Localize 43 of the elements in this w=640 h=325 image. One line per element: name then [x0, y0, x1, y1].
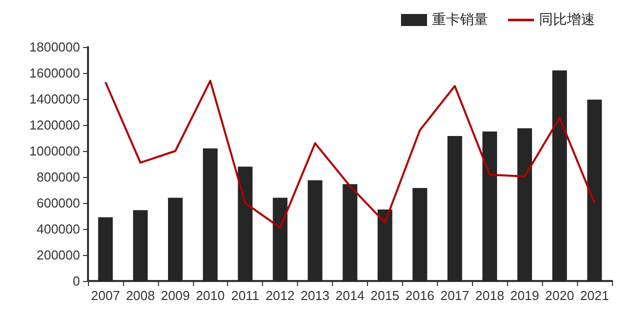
- x-tick-label: 2015: [370, 288, 400, 303]
- y-tick-label: 800000: [36, 170, 80, 184]
- x-tick-label: 2009: [160, 288, 190, 303]
- bar: [342, 184, 358, 281]
- x-tick-label: 2011: [231, 288, 260, 303]
- legend-label: 同比增速: [539, 12, 595, 28]
- x-tick-label: 2013: [300, 288, 330, 303]
- x-tick-label: 2019: [510, 288, 540, 303]
- x-tick-label: 2014: [336, 288, 364, 303]
- y-tick-label: 1600000: [29, 66, 80, 80]
- y-tick-label: 1000000: [29, 144, 80, 158]
- x-tick-label: 2016: [405, 288, 434, 303]
- bar: [202, 148, 218, 281]
- bar: [98, 217, 113, 281]
- y-tick-label: 1400000: [29, 92, 80, 106]
- x-tick-label: 2012: [266, 288, 295, 303]
- x-tick-label: 2010: [196, 288, 225, 303]
- bar: [133, 210, 148, 281]
- legend-label: 重卡销量: [432, 12, 488, 28]
- bar: [587, 100, 602, 281]
- x-tick-label: 2021: [580, 288, 609, 303]
- bar: [447, 136, 462, 281]
- y-tick-label: 1800000: [29, 40, 80, 54]
- y-tick-label: 200000: [36, 248, 80, 262]
- x-tick-label: 2020: [545, 288, 574, 303]
- y-tick-label: 1200000: [29, 118, 80, 132]
- y-tick-label: 400000: [36, 222, 80, 236]
- x-tick-label: 2017: [440, 288, 470, 303]
- bar: [552, 70, 567, 281]
- bar: [378, 210, 392, 281]
- y-tick-label: 0: [72, 274, 80, 288]
- bar: [238, 166, 253, 281]
- x-tick-label: 2018: [475, 288, 504, 303]
- bar: [412, 188, 428, 281]
- x-tick-label: 2008: [126, 288, 155, 303]
- bar: [168, 198, 183, 281]
- bar: [308, 180, 322, 281]
- bar: [272, 198, 288, 281]
- y-tick-label: 600000: [36, 196, 80, 210]
- bar: [482, 132, 498, 281]
- line-series: [104, 80, 596, 229]
- bar: [517, 128, 532, 281]
- x-tick-label: 2007: [91, 288, 120, 303]
